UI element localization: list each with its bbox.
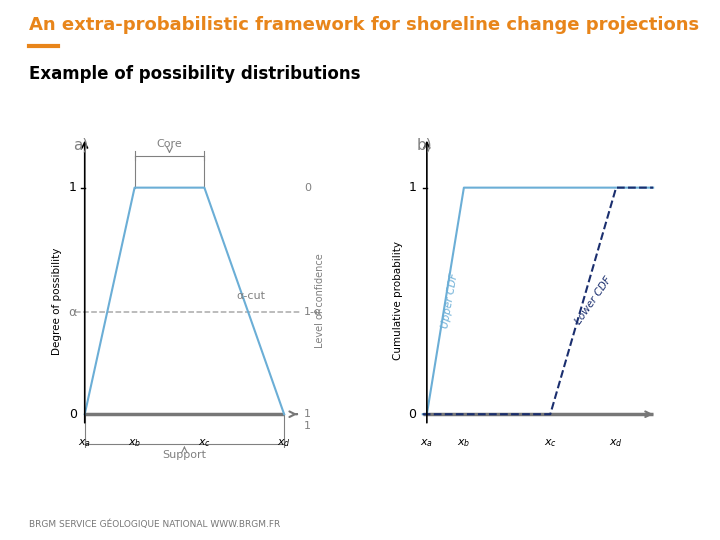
Text: 1-α: 1-α — [304, 307, 323, 318]
Text: An extra-probabilistic framework for shoreline change projections: An extra-probabilistic framework for sho… — [29, 16, 699, 34]
Text: $x_b$: $x_b$ — [128, 437, 141, 449]
Text: α: α — [68, 306, 77, 319]
Text: Degree of possibility: Degree of possibility — [52, 247, 62, 355]
Text: $x_d$: $x_d$ — [277, 437, 291, 449]
Text: BRGM SERVICE GÉOLOGIQUE NATIONAL WWW.BRGM.FR: BRGM SERVICE GÉOLOGIQUE NATIONAL WWW.BRG… — [29, 519, 280, 529]
Text: Core: Core — [157, 139, 182, 149]
Text: Level of confidence: Level of confidence — [315, 254, 325, 348]
Text: Lower CDF: Lower CDF — [573, 275, 613, 327]
Text: α-cut: α-cut — [236, 291, 265, 301]
Text: Cumulative probability: Cumulative probability — [393, 241, 403, 360]
Text: $x_d$: $x_d$ — [609, 437, 623, 449]
Text: $x_b$: $x_b$ — [457, 437, 471, 449]
Text: 1: 1 — [69, 181, 77, 194]
Text: 0: 0 — [408, 408, 417, 421]
Text: Support: Support — [163, 450, 207, 461]
Text: $x_c$: $x_c$ — [544, 437, 557, 449]
Text: 1: 1 — [304, 409, 311, 419]
Text: $x_c$: $x_c$ — [198, 437, 211, 449]
Text: $x_a$: $x_a$ — [420, 437, 433, 449]
Text: a): a) — [73, 138, 88, 153]
Text: 1: 1 — [304, 421, 311, 430]
Text: b): b) — [417, 138, 432, 153]
Text: 1: 1 — [409, 181, 417, 194]
Text: 0: 0 — [69, 408, 77, 421]
Text: Upper CDF: Upper CDF — [440, 273, 459, 329]
Text: Example of possibility distributions: Example of possibility distributions — [29, 65, 360, 83]
Text: $x_a$: $x_a$ — [78, 437, 91, 449]
Text: 0: 0 — [304, 183, 311, 193]
